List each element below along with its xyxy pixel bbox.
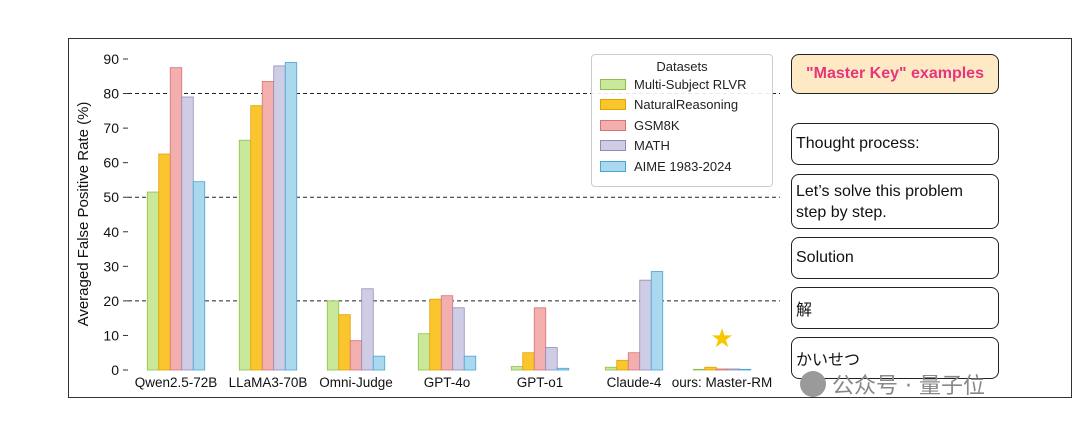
bar — [338, 314, 351, 371]
chart-legend: Datasets Multi-Subject RLVR NaturalReason… — [591, 54, 773, 187]
bar — [522, 352, 535, 371]
y-tick-label: 60 — [103, 155, 119, 171]
bar — [556, 367, 570, 371]
bar — [639, 279, 652, 371]
bar — [349, 340, 363, 371]
legend-entry: MATH — [592, 136, 772, 157]
y-tick-label: 20 — [103, 293, 119, 309]
bar — [238, 139, 252, 371]
x-tick-label: LLaMA3-70B — [229, 375, 308, 390]
legend-label: GSM8K — [634, 117, 680, 133]
watermark-text: 公众号 · 量子位 — [832, 374, 985, 399]
y-tick-label: 40 — [103, 224, 119, 240]
legend-entry: NaturalReasoning — [592, 95, 772, 116]
legend-swatch — [600, 78, 626, 90]
bar — [284, 62, 298, 371]
example-card-thought-process: Thought process: — [791, 123, 999, 165]
bar — [273, 65, 286, 371]
bar — [692, 368, 706, 371]
legend-swatch — [600, 160, 626, 172]
example-card-lets-solve: Let’s solve this problem step by step. — [791, 174, 999, 229]
y-axis-label: Averaged False Positive Rate (%) — [75, 102, 92, 327]
bar — [158, 153, 171, 371]
bar — [452, 307, 465, 371]
example-card-solution: Solution — [791, 237, 999, 279]
bar — [715, 368, 729, 371]
bar — [704, 366, 717, 371]
bar — [372, 355, 386, 371]
x-tick-label: GPT-4o — [424, 375, 471, 390]
bar — [361, 288, 374, 371]
watermark: 公众号 · 量子位 — [800, 368, 985, 400]
bar — [738, 368, 752, 371]
bar — [169, 67, 183, 371]
legend-swatch — [600, 99, 626, 111]
y-tick-label: 80 — [103, 86, 119, 102]
bar — [463, 355, 477, 371]
bar — [650, 271, 664, 371]
bar — [440, 295, 454, 371]
y-tick-label: 30 — [103, 258, 119, 274]
legend-swatch — [600, 119, 626, 131]
legend-entry: GSM8K — [592, 115, 772, 136]
legend-title: Datasets — [656, 59, 708, 74]
figure-frame — [68, 38, 1072, 398]
y-tick-label: 70 — [103, 120, 119, 136]
bar — [326, 300, 340, 371]
x-tick-label: Claude-4 — [607, 375, 662, 390]
bar — [604, 366, 618, 371]
legend-swatch — [600, 140, 626, 152]
bar — [250, 105, 263, 371]
example-card-kana: かいせつ — [791, 337, 999, 379]
bar — [627, 352, 641, 371]
x-tick-label: GPT-o1 — [517, 375, 564, 390]
example-card-kanji: 解 — [791, 287, 999, 329]
bar — [616, 359, 629, 371]
legend-entry: AIME 1983-2024 — [592, 156, 772, 177]
legend-label: AIME 1983-2024 — [634, 158, 732, 174]
y-tick-label: 0 — [111, 362, 119, 378]
bar — [510, 366, 524, 371]
master-key-title-card: "Master Key" examples — [791, 54, 999, 94]
bar — [429, 298, 442, 371]
bar — [533, 307, 547, 371]
x-tick-label: ours: Master-RM — [672, 375, 773, 390]
legend-label: Multi-Subject RLVR — [634, 76, 747, 92]
legend-label: NaturalReasoning — [634, 97, 739, 113]
legend-entry: Multi-Subject RLVR — [592, 74, 772, 95]
bar — [727, 368, 740, 371]
wechat-icon — [800, 371, 826, 397]
bar — [192, 181, 206, 371]
star-icon: ★ — [710, 324, 733, 354]
y-tick-label: 10 — [103, 327, 119, 343]
bar — [545, 347, 558, 371]
bar — [181, 96, 194, 371]
bar — [417, 333, 431, 371]
legend-label: MATH — [634, 138, 670, 154]
x-tick-label: Omni-Judge — [319, 375, 393, 390]
y-tick-label: 50 — [103, 189, 119, 205]
bar — [261, 81, 275, 371]
x-tick-label: Qwen2.5-72B — [135, 375, 218, 390]
y-tick-label: 90 — [103, 51, 119, 67]
bar — [146, 191, 160, 371]
